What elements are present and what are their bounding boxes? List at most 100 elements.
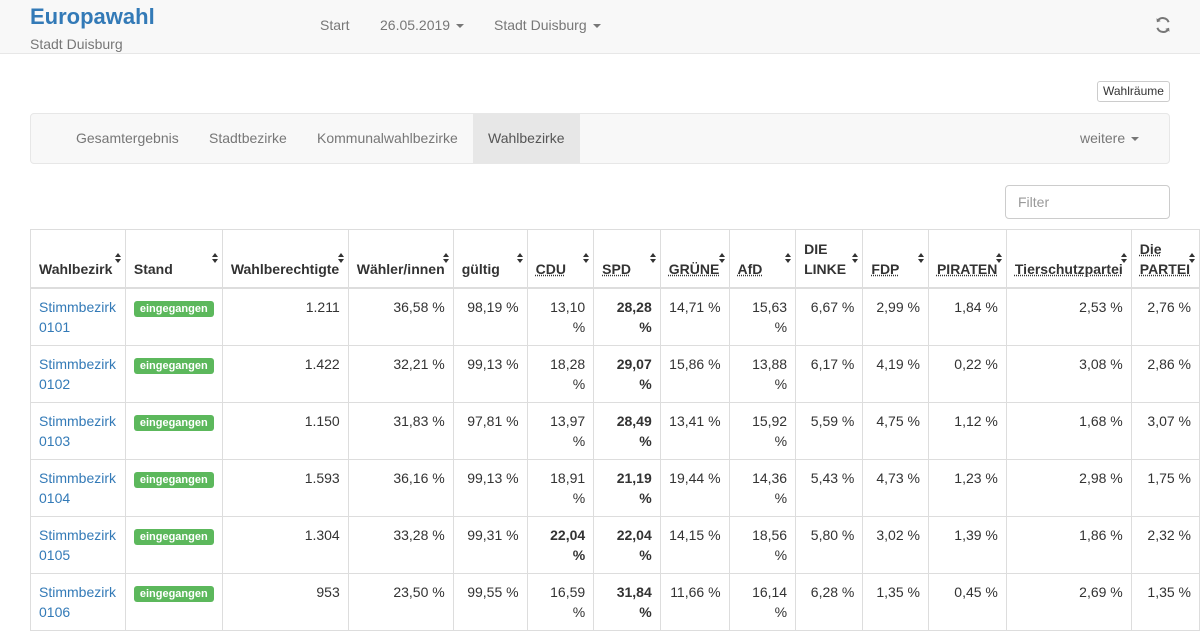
cell-cdu: 18,28 %: [526, 344, 595, 403]
col-header-label: gültig: [461, 260, 500, 277]
cell-stand: eingegangen: [124, 458, 223, 517]
cell-fdp: 3,02 %: [862, 515, 929, 574]
cell-waehler: 36,58 %: [347, 287, 454, 346]
cell-piraten: 0,45 %: [927, 572, 1007, 631]
cell-waehler: 36,16 %: [347, 458, 454, 517]
col-header-wahlberechtigte[interactable]: Wahlberechtigte: [221, 229, 349, 289]
table-row: Stimmbezirk 0106 eingegangen 953 23,50 % 99,…: [30, 572, 1200, 631]
cell-waehler: 31,83 %: [347, 401, 454, 460]
cell-linke: 6,28 %: [795, 572, 864, 631]
status-badge: eingegangen: [133, 528, 214, 545]
cell-waehler: 33,28 %: [347, 515, 454, 574]
wahlbezirk-link[interactable]: Stimmbezirk 0106: [39, 583, 117, 620]
col-header-tierschutzpartei[interactable]: Tierschutzpartei: [1005, 229, 1132, 289]
cell-piraten: 1,23 %: [927, 458, 1007, 517]
col-header-cdu[interactable]: CDU: [526, 229, 595, 289]
cell-afd: 18,56 %: [728, 515, 797, 574]
cell-wahlbezirk: Stimmbezirk 0101: [30, 287, 126, 346]
cell-wahlbezirk: Stimmbezirk 0105: [30, 515, 126, 574]
region-dropdown-label: Stadt Duisburg: [494, 17, 587, 33]
col-header-wahlbezirk[interactable]: Wahlbezirk: [30, 229, 126, 289]
sort-both-icon: [1120, 253, 1127, 263]
wahlbezirk-link[interactable]: Stimmbezirk 0104: [39, 469, 117, 506]
col-header-afd[interactable]: AfD: [728, 229, 797, 289]
cell-stand: eingegangen: [124, 401, 223, 460]
nav-start-link[interactable]: Start: [320, 17, 350, 33]
cell-tierschutz: 2,98 %: [1005, 458, 1132, 517]
cell-linke: 6,67 %: [795, 287, 864, 346]
tab-wahlbezirke[interactable]: Wahlbezirke: [473, 114, 580, 163]
sort-both-icon: [785, 253, 792, 263]
col-header-label: AfD: [737, 260, 763, 277]
col-header-die-partei[interactable]: Die PARTEI: [1130, 229, 1200, 289]
date-dropdown[interactable]: 26.05.2019: [380, 17, 465, 33]
cell-partei: 3,07 %: [1130, 401, 1200, 460]
col-header-label: FDP: [871, 260, 900, 277]
col-header-waehler[interactable]: Wähler/innen: [347, 229, 454, 289]
cell-wahlbezirk: Stimmbezirk 0104: [30, 458, 126, 517]
cell-gruene: 14,71 %: [659, 287, 730, 346]
cell-tierschutz: 2,69 %: [1005, 572, 1132, 631]
cell-stand: eingegangen: [124, 287, 223, 346]
col-header-label: Wahlbezirk: [39, 260, 113, 277]
cell-afd: 16,14 %: [728, 572, 797, 631]
sort-both-icon: [114, 253, 121, 263]
cell-fdp: 4,73 %: [862, 458, 929, 517]
tab-stadtbezirke[interactable]: Stadtbezirke: [209, 130, 287, 146]
cell-partei: 2,32 %: [1130, 515, 1200, 574]
status-badge: eingegangen: [133, 414, 214, 431]
table-header-row: Wahlbezirk Stand Wahlberechtigte Wähler/…: [30, 229, 1200, 289]
cell-linke: 5,80 %: [795, 515, 864, 574]
wahlbezirk-link[interactable]: Stimmbezirk 0105: [39, 526, 117, 563]
date-dropdown-label: 26.05.2019: [380, 17, 451, 33]
caret-down-icon: [1131, 137, 1140, 142]
status-badge: eingegangen: [133, 585, 214, 602]
col-header-label: DIE LINKE: [804, 240, 847, 277]
cell-gueltig: 99,31 %: [452, 515, 528, 574]
col-header-stand[interactable]: Stand: [124, 229, 223, 289]
cell-tierschutz: 3,08 %: [1005, 344, 1132, 403]
caret-down-icon: [592, 24, 601, 29]
sort-both-icon: [917, 253, 924, 263]
wahlbezirk-link[interactable]: Stimmbezirk 0102: [39, 355, 117, 392]
sort-both-icon: [649, 253, 656, 263]
region-dropdown[interactable]: Stadt Duisburg: [494, 17, 601, 33]
cell-partei: 1,75 %: [1130, 458, 1200, 517]
col-header-piraten[interactable]: PIRATEN: [927, 229, 1007, 289]
app-title[interactable]: Europawahl: [30, 4, 155, 29]
refresh-icon[interactable]: [1154, 16, 1172, 34]
cell-spd: 29,07 %: [593, 344, 661, 403]
col-header-spd[interactable]: SPD: [593, 229, 661, 289]
results-table: Wahlbezirk Stand Wahlberechtigte Wähler/…: [30, 229, 1200, 631]
sort-both-icon: [995, 253, 1002, 263]
status-badge: eingegangen: [133, 300, 214, 317]
wahlbezirk-link[interactable]: Stimmbezirk 0103: [39, 412, 117, 449]
cell-afd: 14,36 %: [728, 458, 797, 517]
tab-kommunalwahlbezirke[interactable]: Kommunalwahlbezirke: [317, 130, 458, 146]
table-body: Stimmbezirk 0101 eingegangen 1.211 36,58 % 9…: [30, 287, 1200, 631]
cell-stand: eingegangen: [124, 515, 223, 574]
app-subtitle: Stadt Duisburg: [30, 36, 123, 52]
cell-partei: 1,35 %: [1130, 572, 1200, 631]
cell-piraten: 1,84 %: [927, 287, 1007, 346]
filter-input[interactable]: [1005, 185, 1170, 219]
cell-waehler: 32,21 %: [347, 344, 454, 403]
sort-both-icon: [583, 253, 590, 263]
cell-wahlbezirk: Stimmbezirk 0106: [30, 572, 126, 631]
wahlraeume-button[interactable]: Wahlräume: [1097, 81, 1170, 102]
cell-berechtigte: 1.304: [221, 515, 349, 574]
cell-cdu: 18,91 %: [526, 458, 595, 517]
col-header-gueltig[interactable]: gültig: [452, 229, 528, 289]
col-header-die-linke[interactable]: DIE LINKE: [795, 229, 864, 289]
col-header-label: Stand: [133, 260, 173, 277]
wahlbezirk-link[interactable]: Stimmbezirk 0101: [39, 298, 117, 335]
tab-gesamtergebnis[interactable]: Gesamtergebnis: [76, 130, 179, 146]
cell-berechtigte: 953: [221, 572, 349, 631]
sort-both-icon: [442, 253, 449, 263]
col-header-gruene[interactable]: GRÜNE: [659, 229, 730, 289]
col-header-fdp[interactable]: FDP: [862, 229, 929, 289]
cell-partei: 2,86 %: [1130, 344, 1200, 403]
top-navbar: Europawahl Stadt Duisburg Start 26.05.20…: [0, 0, 1200, 54]
cell-afd: 15,63 %: [728, 287, 797, 346]
tab-weitere-dropdown[interactable]: weitere: [1065, 114, 1154, 163]
